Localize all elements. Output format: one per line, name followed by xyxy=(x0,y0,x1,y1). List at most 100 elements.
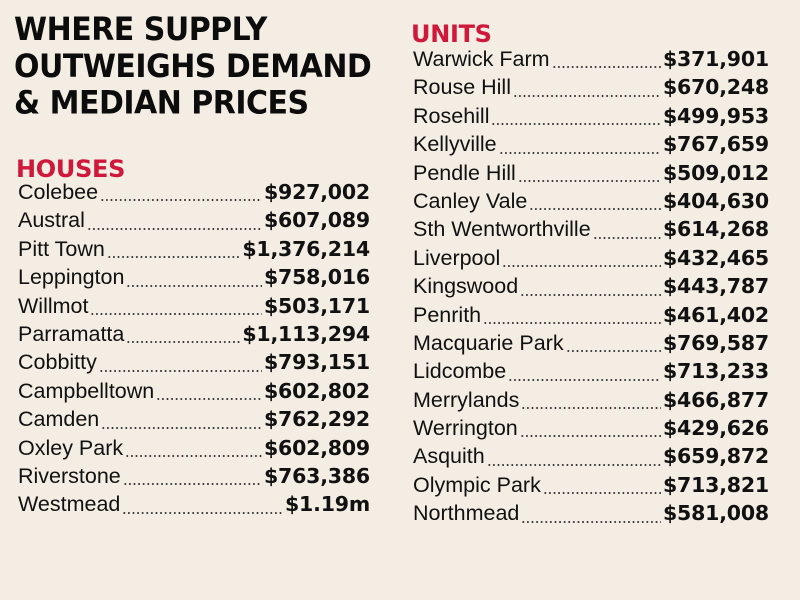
list-item: Austral $607,089 xyxy=(18,208,370,236)
median-price: $767,659 xyxy=(662,132,769,157)
suburb-name: Lidcombe xyxy=(413,359,507,384)
suburb-name: Leppington xyxy=(18,265,125,290)
suburb-name: Kellyville xyxy=(413,132,497,157)
houses-list: Colebee $927,002 Austral $607,089 Pitt Town $… xyxy=(18,180,370,521)
dot-leader xyxy=(529,208,661,211)
suburb-name: Macquarie Park xyxy=(413,330,564,355)
median-price: $659,872 xyxy=(662,444,769,469)
median-price: $602,802 xyxy=(263,378,370,403)
list-item: Werrington $429,626 xyxy=(413,416,769,444)
suburb-name: Colebee xyxy=(18,180,99,204)
suburb-name: Penrith xyxy=(413,302,482,327)
dot-leader xyxy=(551,66,661,69)
median-price: $466,877 xyxy=(662,387,769,412)
median-price: $769,587 xyxy=(662,330,769,355)
median-price: $499,953 xyxy=(662,103,769,128)
dot-leader xyxy=(498,151,661,154)
dot-leader xyxy=(90,312,262,315)
suburb-name: Camden xyxy=(18,407,100,432)
median-price: $432,465 xyxy=(662,245,769,270)
dot-leader xyxy=(521,520,661,523)
median-price: $670,248 xyxy=(662,75,769,100)
suburb-name: Sth Wentworthville xyxy=(413,217,591,242)
dot-leader xyxy=(542,492,661,495)
suburb-name: Riverstone xyxy=(18,463,121,488)
median-price: $1,113,294 xyxy=(242,321,370,346)
suburb-name: Merrylands xyxy=(413,387,520,412)
suburb-name: Olympic Park xyxy=(413,472,541,497)
list-item: Cobbitty $793,151 xyxy=(18,350,370,378)
dot-leader xyxy=(486,463,661,466)
list-item: Pitt Town $1,376,214 xyxy=(18,237,370,265)
suburb-name: Rosehill xyxy=(413,103,490,128)
dot-leader xyxy=(100,199,262,202)
suburb-name: Cobbitty xyxy=(18,350,97,375)
suburb-name: Westmead xyxy=(18,492,121,517)
list-item: Macquarie Park $769,587 xyxy=(413,331,769,359)
suburb-name: Campbelltown xyxy=(18,378,155,403)
suburb-name: Austral xyxy=(18,208,85,233)
dot-leader xyxy=(517,179,661,182)
median-price: $927,002 xyxy=(263,180,370,204)
median-price: $509,012 xyxy=(662,160,769,185)
title-line: WHERE SUPPLY xyxy=(14,10,267,49)
dot-leader xyxy=(122,511,283,514)
list-item: Liverpool $432,465 xyxy=(413,246,769,274)
dot-leader xyxy=(502,265,661,268)
houses-heading: HOUSES xyxy=(16,155,126,183)
suburb-name: Canley Vale xyxy=(413,188,528,213)
dot-leader xyxy=(156,398,262,401)
median-price: $602,809 xyxy=(263,435,370,460)
units-list: Warwick Farm $371,901 Rouse Hill $670,248 Ro… xyxy=(413,47,769,530)
list-item: Colebee $927,002 xyxy=(18,180,370,208)
list-item: Westmead $1.19m xyxy=(18,492,370,520)
dot-leader xyxy=(106,256,241,259)
suburb-name: Parramatta xyxy=(18,321,125,346)
list-item: Northmead $581,008 xyxy=(413,501,769,529)
dot-leader xyxy=(491,123,661,126)
suburb-name: Northmead xyxy=(413,501,520,526)
dot-leader xyxy=(483,321,661,324)
dot-leader xyxy=(122,483,262,486)
median-price: $607,089 xyxy=(263,208,370,233)
title-line: OUTWEIGHS DEMAND xyxy=(14,47,372,86)
median-price: $404,630 xyxy=(662,188,769,213)
suburb-name: Liverpool xyxy=(413,245,501,270)
list-item: Asquith $659,872 xyxy=(413,444,769,472)
list-item: Rouse Hill $670,248 xyxy=(413,75,769,103)
median-price: $1,376,214 xyxy=(242,236,370,261)
suburb-name: Asquith xyxy=(413,444,485,469)
list-item: Kellyville $767,659 xyxy=(413,132,769,160)
page-title: WHERE SUPPLY OUTWEIGHS DEMAND & MEDIAN P… xyxy=(14,10,394,122)
median-price: $713,821 xyxy=(662,472,769,497)
median-price: $443,787 xyxy=(662,274,769,299)
dot-leader xyxy=(126,341,241,344)
median-price: $581,008 xyxy=(662,501,769,526)
list-item: Kingswood $443,787 xyxy=(413,274,769,302)
suburb-name: Willmot xyxy=(18,293,89,318)
dot-leader xyxy=(512,94,661,97)
suburb-name: Kingswood xyxy=(413,274,519,299)
units-heading: UNITS xyxy=(411,20,492,48)
suburb-name: Oxley Park xyxy=(18,435,124,460)
suburb-name: Werrington xyxy=(413,416,518,441)
list-item: Leppington $758,016 xyxy=(18,265,370,293)
dot-leader xyxy=(125,454,262,457)
dot-leader xyxy=(592,236,661,239)
list-item: Sth Wentworthville $614,268 xyxy=(413,217,769,245)
dot-leader xyxy=(98,369,262,372)
list-item: Olympic Park $713,821 xyxy=(413,473,769,501)
list-item: Parramatta $1,113,294 xyxy=(18,322,370,350)
dot-leader xyxy=(508,378,661,381)
dot-leader xyxy=(519,435,661,438)
dot-leader xyxy=(126,284,262,287)
dot-leader xyxy=(565,350,661,353)
median-price: $614,268 xyxy=(662,217,769,242)
median-price: $429,626 xyxy=(662,416,769,441)
list-item: Lidcombe $713,233 xyxy=(413,359,769,387)
median-price: $1.19m xyxy=(284,492,370,517)
list-item: Camden $762,292 xyxy=(18,407,370,435)
median-price: $713,233 xyxy=(662,359,769,384)
list-item: Willmot $503,171 xyxy=(18,294,370,322)
list-item: Riverstone $763,386 xyxy=(18,464,370,492)
